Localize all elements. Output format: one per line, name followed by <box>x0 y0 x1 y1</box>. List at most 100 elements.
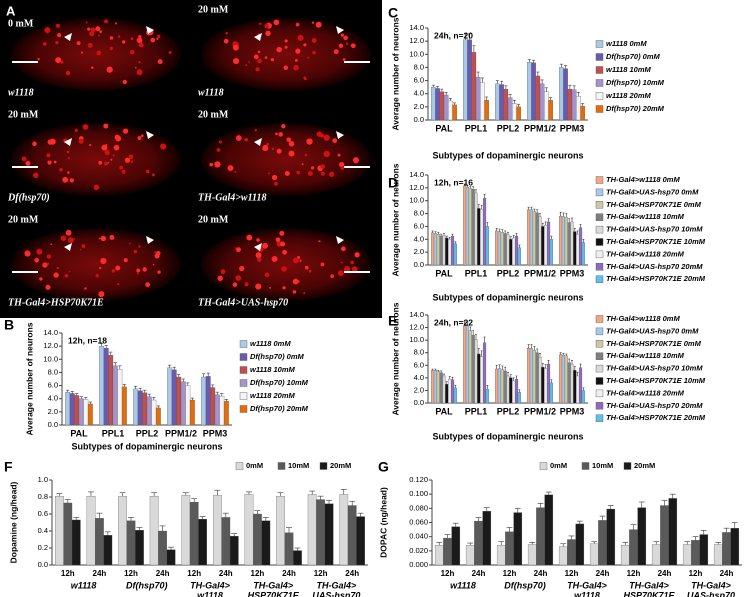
neuron-signal <box>275 132 278 136</box>
x-tick-label: PPM3 <box>560 268 585 278</box>
neuron-signal <box>246 234 253 241</box>
bar <box>500 369 504 404</box>
bar <box>121 386 127 426</box>
neuron-signal <box>81 244 86 248</box>
neuron-signal <box>276 148 282 154</box>
y-tick-label: 14.0 <box>409 170 424 179</box>
bar <box>505 531 514 566</box>
genotype-label: TH-Gal4>UAS-hsp70 <box>198 297 288 308</box>
neuron-signal <box>156 34 161 39</box>
neuron-signal <box>33 172 39 178</box>
neuron-signal <box>245 64 248 67</box>
panel-label: G <box>378 459 389 475</box>
bar <box>722 532 731 566</box>
neuron-signal <box>262 242 268 249</box>
neuron-signal <box>44 27 51 34</box>
neuron-signal <box>254 129 257 132</box>
neuron-signal <box>118 35 121 38</box>
neuron-signal <box>98 266 102 270</box>
bar <box>205 376 211 426</box>
x-tick-label: PPL2 <box>136 428 159 438</box>
bar <box>442 375 446 404</box>
legend-swatch <box>239 353 248 361</box>
bar <box>544 494 554 566</box>
neuron-signal <box>293 64 299 71</box>
bar <box>559 215 563 266</box>
bar <box>324 503 334 566</box>
neuron-signal <box>60 60 64 64</box>
bar <box>536 507 545 566</box>
legend-swatch <box>595 66 604 74</box>
neuron-signal <box>284 39 288 43</box>
neuron-signal <box>156 37 159 40</box>
neuron-signal <box>244 282 249 287</box>
x-tick-label: 12h <box>251 569 265 578</box>
bar <box>189 501 199 566</box>
x-tick-label: 24h <box>93 569 107 578</box>
legend-swatch <box>595 188 604 197</box>
panel-label: C <box>388 5 398 21</box>
neuron-signal <box>128 154 134 160</box>
panel-label: B <box>4 317 14 333</box>
neuron-signal <box>122 128 129 134</box>
bar <box>436 233 440 266</box>
bar <box>573 370 577 404</box>
x-tick-label: 24h <box>345 569 359 578</box>
neuron-signal <box>154 251 157 254</box>
neuron-signal <box>312 50 316 55</box>
bar <box>201 376 207 426</box>
neuron-signal <box>78 138 84 144</box>
neuron-signal <box>306 138 313 145</box>
legend-swatch <box>595 225 604 234</box>
bar <box>559 354 563 404</box>
y-tick-label: 4.0 <box>414 373 424 382</box>
neuron-signal <box>342 58 346 61</box>
neuron-signal <box>292 278 299 285</box>
bar <box>512 103 517 121</box>
neuron-signal <box>268 286 271 289</box>
neuron-signal <box>111 269 116 273</box>
bar <box>356 516 365 566</box>
bar <box>598 520 607 566</box>
y-tick-label: 14.0 <box>409 310 424 319</box>
y-tick-label: 10.0 <box>409 335 424 344</box>
bar <box>431 86 436 121</box>
neuron-signal <box>270 57 274 62</box>
x-tick-label: PPL2 <box>497 406 520 416</box>
neuron-signal <box>264 23 269 29</box>
bar <box>442 235 446 266</box>
bar <box>453 387 457 404</box>
bar <box>544 224 548 266</box>
neuron-signal <box>129 242 131 245</box>
x-tick-label: 24h <box>596 569 610 578</box>
neuron-signal <box>330 274 334 278</box>
legend-swatch <box>235 462 244 470</box>
neuron-signal <box>274 181 278 186</box>
group-label: Df(hsp70) <box>126 580 168 590</box>
bar <box>564 217 568 266</box>
neuron-signal <box>232 44 239 51</box>
neuron-signal <box>145 169 150 174</box>
bar <box>463 185 467 266</box>
bar <box>221 517 231 566</box>
y-tick-label: 0.060 <box>409 517 428 526</box>
neuron-signal <box>133 249 138 254</box>
neuron-signal <box>225 31 228 35</box>
x-tick-label: PPM1/2 <box>524 123 556 133</box>
x-tick-label: PPL1 <box>102 428 125 438</box>
neuron-signal <box>90 27 96 33</box>
neuron-signal <box>109 46 113 51</box>
neuron-signal <box>295 48 301 54</box>
neuron-signal <box>281 266 287 272</box>
bar <box>133 388 139 426</box>
neuron-signal <box>354 252 360 258</box>
bar <box>431 370 435 404</box>
bar <box>559 67 564 121</box>
group-label: TH-Gal4> <box>253 580 294 590</box>
bar <box>480 82 485 121</box>
neuron-signal <box>65 70 71 76</box>
bar <box>448 100 453 121</box>
y-tick-label: 0.0 <box>414 398 424 407</box>
bar <box>558 546 568 566</box>
neuron-signal <box>345 42 349 45</box>
